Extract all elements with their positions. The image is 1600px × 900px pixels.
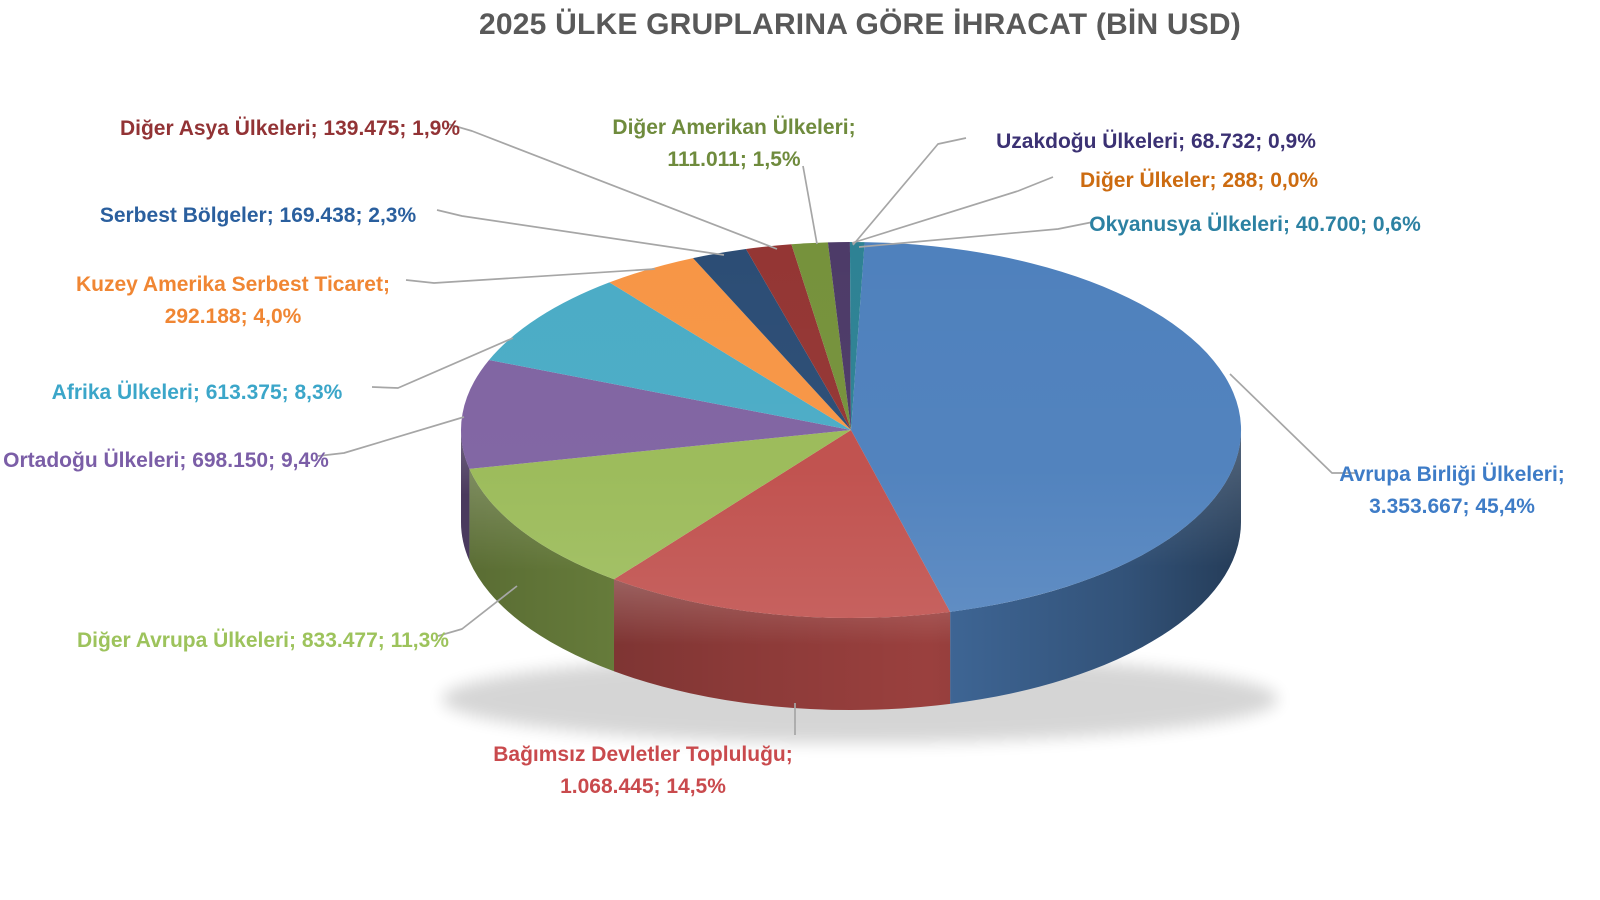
leader-line-kuzey-amerika: [405, 268, 656, 284]
data-label-diger-amerikan: Diğer Amerikan Ülkeleri; 111.011; 1,5%: [612, 116, 856, 171]
leader-line-diger-avrupa: [437, 585, 518, 637]
data-label-uzakdogu: Uzakdoğu Ülkeleri; 68.732; 0,9%: [996, 130, 1316, 153]
chart-title: 2025 ÜLKE GRUPLARINA GÖRE İHRACAT (BİN U…: [479, 8, 1241, 41]
leader-line-afrika: [371, 337, 514, 389]
data-label-okyanusya: Okyanusya Ülkeleri; 40.700; 0,6%: [1089, 213, 1421, 236]
pie-slice-side-highlight: [469, 468, 614, 672]
leader-line-diger-amerikan: [802, 165, 818, 245]
data-label-kuzey-amerika: Kuzey Amerika Serbest Ticaret; 292.188; …: [76, 273, 390, 328]
pie-top-sheen: [461, 242, 1241, 618]
leader-line-serbest-bolgeler: [436, 209, 725, 256]
pie-slice-side-highlight: [461, 430, 470, 561]
data-label-diger-avrupa: Diğer Avrupa Ülkeleri; 833.477; 11,3%: [77, 629, 449, 652]
leader-line-diger-ulkeler: [851, 176, 1054, 244]
data-label-serbest-bolgeler: Serbest Bölgeler; 169.438; 2,3%: [99, 204, 417, 227]
leader-line-avrupa-birligi: [1229, 373, 1356, 474]
data-label-diger-ulkeler: Diğer Ülkeler; 288; 0,0%: [1079, 169, 1319, 192]
data-label-afrika: Afrika Ülkeleri; 613.375; 8,3%: [51, 381, 343, 404]
pie-slice-side-highlight: [613, 579, 951, 711]
data-label-bagimsiz-devletler: Bağımsız Devletler Topluluğu; 1.068.445;…: [493, 743, 793, 798]
data-label-ortadogu: Ortadoğu Ülkeleri; 698.150; 9,4%: [3, 449, 329, 472]
leader-line-uzakdogu: [852, 137, 967, 246]
data-label-avrupa-birligi: Avrupa Birliği Ülkeleri; 3.353.667; 45,4…: [1339, 463, 1565, 518]
leader-line-ortadogu: [317, 416, 465, 457]
pie-slice-side-highlight: [950, 430, 1241, 704]
leader-line-okyanusya: [858, 221, 1094, 248]
leader-line-diger-asya: [447, 123, 778, 250]
data-label-diger-asya: Diğer Asya Ülkeleri; 139.475; 1,9%: [119, 117, 461, 140]
